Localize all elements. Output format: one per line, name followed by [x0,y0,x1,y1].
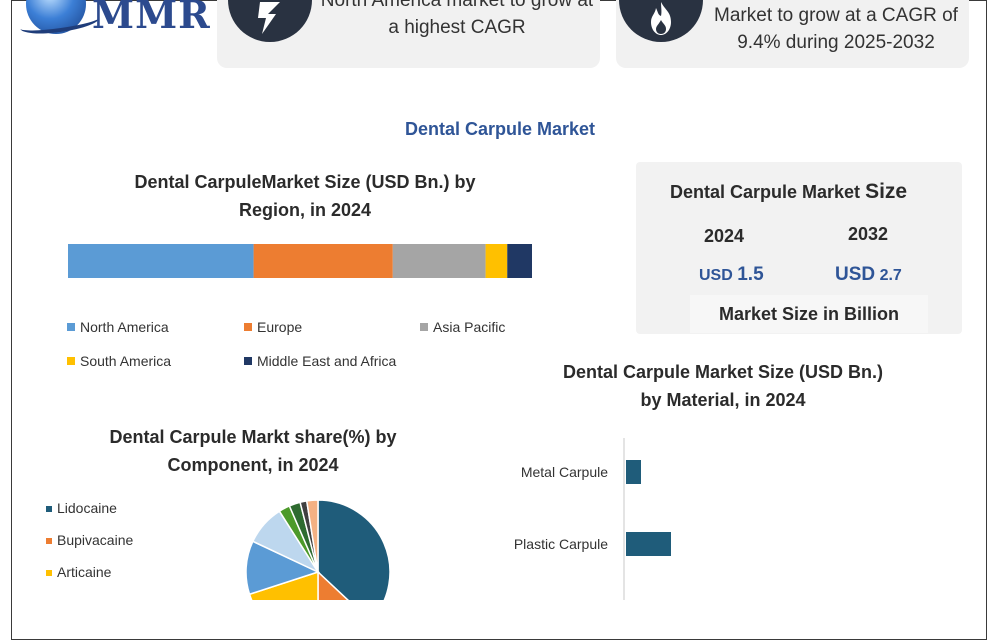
legend-swatch [244,357,252,365]
legend-item: Middle East and Africa [244,353,396,369]
component-pie-chart [245,499,391,600]
lightning-icon [258,2,280,34]
region-stacked-bar-chart [68,244,532,278]
legend-item: Articaine [46,564,111,580]
legend-item: Asia Pacific [420,319,505,335]
year-2024: 2024 [704,226,745,246]
logo-text: MMR [92,0,211,37]
legend-item: Europe [244,319,302,335]
size-title-suffix: Size [865,180,908,203]
value-2024: USD 1.5 [699,264,764,286]
icon-circle [619,0,703,42]
region-bar-segment-3 [485,244,508,278]
legend-label: Middle East and Africa [257,353,397,369]
region-bar-segment-0 [68,244,254,278]
legend-label: Lidocaine [57,500,117,516]
legend-item: Bupivacaine [46,532,133,548]
legend-label: Articaine [57,564,112,580]
region-chart-title: Dental CarpuleMarket Size (USD Bn.) by R… [134,172,476,220]
legend-item: North America [67,319,169,335]
legend-swatch [420,323,428,331]
currency-label: USD [835,264,876,285]
pie-slice-1 [317,570,349,600]
legend-swatch [244,323,252,331]
legend-swatch [46,570,52,576]
legend-item: Lidocaine [46,500,117,516]
region-bar-segment-1 [253,244,393,278]
legend-label: North America [80,319,169,335]
cagr-card-market: Market to grow at a CAGR of 9.4% during … [616,0,969,68]
material-chart-title: Dental Carpule Market Size (USD Bn.) by … [562,362,884,410]
region-bar-segment-4 [507,244,532,278]
year-2032: 2032 [848,224,889,244]
legend-swatch [67,323,75,331]
legend-item: South America [67,353,171,369]
cagr-card-north-america: North America market to grow at a highes… [217,0,600,68]
component-chart-title: Dental Carpule Markt share(%) by Compone… [109,427,397,475]
value-2032: USD 2.7 [835,264,902,286]
market-size-box: Dental Carpule Market Size 2024 2032 USD… [636,162,962,334]
material-bar-1 [626,532,671,556]
mmr-logo: MMR [19,0,211,38]
category-label: Plastic Carpule [514,536,608,552]
main-title: Dental Carpule Market [404,119,596,139]
region-bar-segment-2 [392,244,486,278]
legend-label: Asia Pacific [433,319,506,335]
card-left-text: North America market to grow at a highes… [320,0,594,38]
legend-label: South America [80,353,172,369]
legend-swatch [46,506,52,512]
pie-slice-8 [305,499,319,573]
legend-swatch [46,538,52,544]
legend-label: Bupivacaine [57,532,134,548]
category-label: Metal Carpule [521,464,608,480]
unit-label: Market Size in Billion [690,295,928,333]
value-number: 1.5 [737,264,764,285]
currency-label: USD [699,267,733,284]
pie-slice-0 [317,499,391,600]
size-box-title: Dental Carpule Market Size [670,180,907,204]
material-bar-0 [626,460,641,484]
legend-swatch [67,357,75,365]
card-right-text: Market to grow at a CAGR of 9.4% during … [714,5,958,53]
value-number: 2.7 [879,267,902,284]
legend-label: Europe [257,319,303,335]
flame-icon [651,2,671,35]
material-bar-chart: Metal Carpule Plastic Carpule [514,438,671,600]
size-title-main: Dental Carpule Market [670,182,861,202]
icon-circle [228,0,312,42]
